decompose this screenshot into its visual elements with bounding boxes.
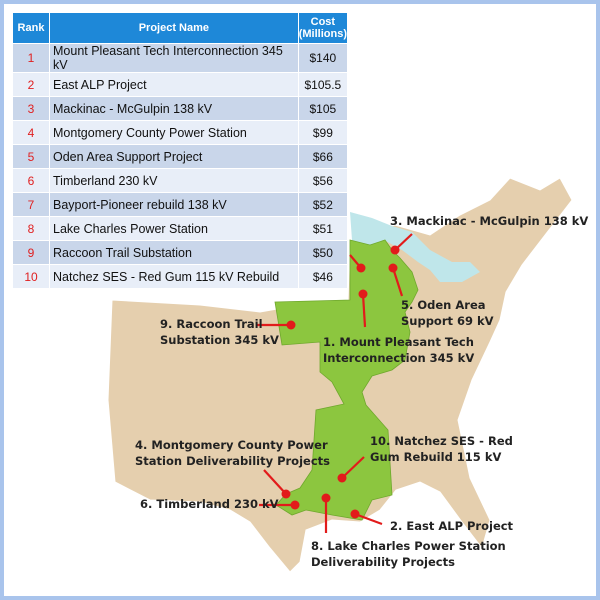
rank-cell: 6	[13, 169, 49, 192]
label-montgomery: Station Deliverability Projects	[135, 454, 330, 468]
label-natchez: Gum Rebuild 115 kV	[370, 450, 501, 464]
label-timberland: 6. Timberland 230 kV	[140, 497, 279, 511]
cost-cell: $51	[298, 217, 347, 240]
table-header: Rank Project Name Cost (Millions)	[13, 13, 347, 43]
label-montgomery: 4. Montgomery County Power	[135, 438, 328, 452]
rank-cell: 1	[13, 44, 49, 72]
table-row: 8 Lake Charles Power Station $51	[13, 217, 347, 240]
label-lake-charles: 8. Lake Charles Power Station	[311, 539, 506, 553]
table-row: 2 East ALP Project $105.5	[13, 73, 347, 96]
label-mount-pleasant: 1. Mount Pleasant Tech	[323, 335, 474, 349]
project-name-cell: Raccoon Trail Substation	[50, 241, 298, 264]
label-mount-pleasant: Interconnection 345 kV	[323, 351, 474, 365]
table-row: 7 Bayport-Pioneer rebuild 138 kV $52	[13, 193, 347, 216]
label-raccoon-trail: Substation 345 kV	[160, 333, 279, 347]
table-row: 10 Natchez SES - Red Gum 115 kV Rebuild $4…	[13, 265, 347, 288]
label-east-alp: 2. East ALP Project	[390, 519, 514, 533]
table-row: 3 Mackinac - McGulpin 138 kV $105	[13, 97, 347, 120]
marker-raccoon-trail[interactable]	[286, 320, 296, 330]
cost-cell: $99	[298, 121, 347, 144]
cost-cell: $50	[298, 241, 347, 264]
label-natchez: 10. Natchez SES - Red	[370, 434, 513, 448]
project-name-cell: Natchez SES - Red Gum 115 kV Rebuild	[50, 265, 298, 288]
marker-oden[interactable]	[388, 263, 398, 273]
rank-cell: 7	[13, 193, 49, 216]
rank-cell: 4	[13, 121, 49, 144]
rank-cell: 8	[13, 217, 49, 240]
project-name-cell: Timberland 230 kV	[50, 169, 298, 192]
cost-cell: $52	[298, 193, 347, 216]
table-row: 9 Raccoon Trail Substation $50	[13, 241, 347, 264]
cost-cell: $105	[298, 97, 347, 120]
label-oden: Support 69 kV	[401, 314, 494, 328]
table-row: 4 Montgomery County Power Station $99	[13, 121, 347, 144]
table-row: 1 Mount Pleasant Tech Interconnection 345…	[13, 44, 347, 72]
rank-cell: 2	[13, 73, 49, 96]
cost-cell: $56	[298, 169, 347, 192]
project-name-cell: East ALP Project	[50, 73, 298, 96]
marker-montgomery[interactable]	[281, 489, 291, 499]
marker-lake-charles[interactable]	[321, 493, 331, 503]
marker-bayport[interactable]	[356, 263, 366, 273]
project-table: Rank Project Name Cost (Millions) 1 Mount …	[12, 12, 348, 289]
rank-cell: 3	[13, 97, 49, 120]
project-name-cell: Bayport-Pioneer rebuild 138 kV	[50, 193, 298, 216]
cost-cell: $46	[298, 265, 347, 288]
header-rank: Rank	[13, 13, 49, 43]
great-lakes	[350, 212, 480, 300]
header-project-name: Project Name	[50, 13, 298, 43]
marker-lines	[256, 233, 413, 533]
label-raccoon-trail: 9. Raccoon Trail	[160, 317, 263, 331]
miso-region	[274, 239, 419, 521]
project-name-cell: Mount Pleasant Tech Interconnection 345 …	[50, 44, 298, 72]
label-mackinac: 3. Mackinac - McGulpin 138 kV	[390, 214, 588, 228]
rank-cell: 5	[13, 145, 49, 168]
cost-cell: $66	[298, 145, 347, 168]
table-row: 6 Timberland 230 kV $56	[13, 169, 347, 192]
rank-cell: 9	[13, 241, 49, 264]
header-cost-line2: (Millions)	[298, 28, 347, 40]
label-lake-charles: Deliverability Projects	[311, 555, 455, 569]
project-name-cell: Montgomery County Power Station	[50, 121, 298, 144]
header-cost-line1: Cost	[310, 16, 336, 28]
project-name-cell: Oden Area Support Project	[50, 145, 298, 168]
table-row: 5 Oden Area Support Project $66	[13, 145, 347, 168]
project-name-cell: Lake Charles Power Station	[50, 217, 298, 240]
cost-cell: $140	[298, 44, 347, 72]
label-oden: 5. Oden Area	[401, 298, 486, 312]
marker-east-alp[interactable]	[350, 509, 360, 519]
project-name-cell: Mackinac - McGulpin 138 kV	[50, 97, 298, 120]
marker-timberland[interactable]	[290, 500, 300, 510]
marker-natchez[interactable]	[337, 473, 347, 483]
cost-cell: $105.5	[298, 73, 347, 96]
header-cost: Cost (Millions)	[298, 13, 347, 43]
marker-mackinac[interactable]	[390, 245, 400, 255]
rank-cell: 10	[13, 265, 49, 288]
marker-mount-pleasant[interactable]	[358, 289, 368, 299]
